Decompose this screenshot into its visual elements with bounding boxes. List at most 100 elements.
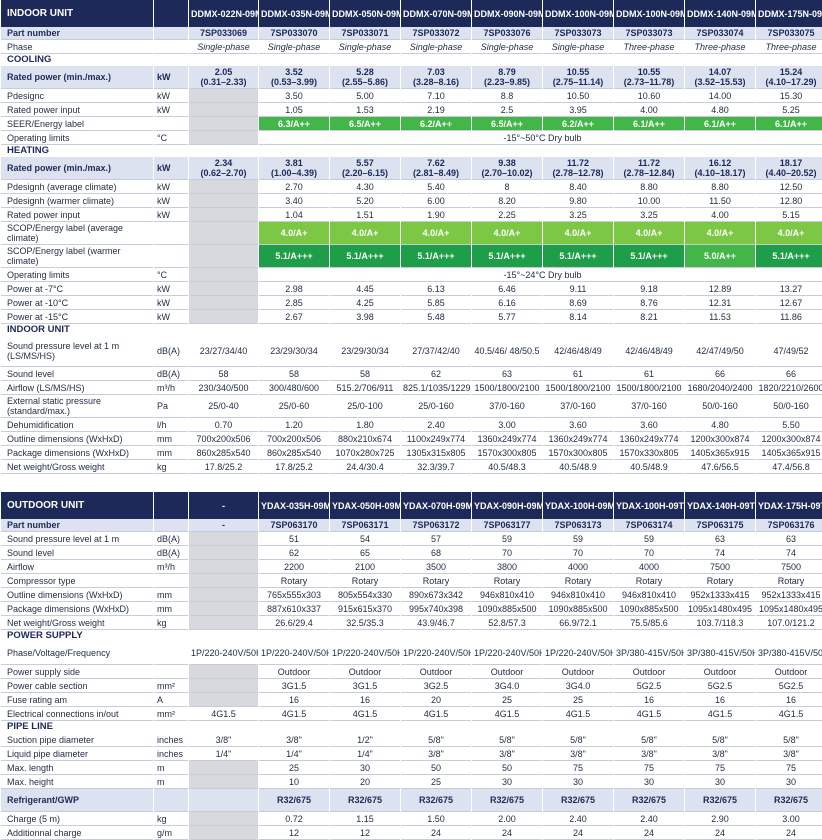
- value-cell: 4.0/A+: [330, 222, 400, 245]
- row-label: Rated power input: [1, 208, 153, 222]
- value-cell: [189, 789, 258, 812]
- table-row: Rated power input kW 1.05 1.53 2.19 2.5 3.95 4.…: [1, 103, 822, 117]
- rated-range: (2.20–6.15): [341, 168, 389, 178]
- value-cell: Rotary: [259, 574, 329, 588]
- value-cell: 63: [685, 532, 755, 546]
- table-row: SEER/Energy label 6.3/A++ 6.5/A++ 6.2/A++ 6.…: [1, 117, 822, 131]
- value-cell: 4G1.5: [543, 707, 613, 721]
- model-header: -: [189, 492, 258, 519]
- rated-value: 2.34 (0.62–2.70): [189, 157, 258, 180]
- row-unit: [154, 665, 188, 679]
- value-cell: 14.00: [685, 89, 755, 103]
- value-cell: 5/8": [401, 733, 471, 747]
- row-label: Pdesignh (average climate): [1, 180, 153, 194]
- model-header: DDMX-050N-09M25: [330, 0, 400, 27]
- value-cell: 1.04: [259, 208, 329, 222]
- row-label: Power supply side: [1, 665, 153, 679]
- value-cell: 1.50: [401, 812, 471, 826]
- value-cell: 24: [685, 826, 755, 840]
- rated-range: (0.53–3.99): [270, 77, 318, 87]
- row-label: Operating limits: [1, 268, 153, 282]
- phase-value: Single-phase: [472, 40, 542, 54]
- value-cell: 1P/220-240V/50Hz: [330, 642, 400, 665]
- value-cell: 880x210x674: [330, 432, 400, 446]
- part-number: 7SP063174: [614, 519, 684, 532]
- value-cell: [189, 194, 258, 208]
- table-row: Power supply side Outdoor Outdoor Outdoor Ou…: [1, 665, 822, 679]
- rated-value: 16.12 (4.10–18.17): [685, 157, 755, 180]
- row-unit: m: [154, 775, 188, 789]
- row-label: Airflow: [1, 560, 153, 574]
- rated-range: (4.40–20.52): [765, 168, 817, 178]
- value-cell: 2.25: [472, 208, 542, 222]
- value-cell: 3800: [472, 560, 542, 574]
- value-cell: 0.70: [189, 418, 258, 432]
- row-unit: mm: [154, 588, 188, 602]
- rated-label: Rated power (min./max.): [1, 157, 153, 180]
- value-cell: [189, 532, 258, 546]
- table-row: INDOOR UNIT: [1, 324, 822, 336]
- value-cell: 13.27: [756, 282, 822, 296]
- table-row: External static pressure (standard/max.)…: [1, 395, 822, 418]
- row-unit: Pa: [154, 395, 188, 418]
- value-cell: 6.2/A++: [401, 117, 471, 131]
- value-cell: 515.2/706/911: [330, 381, 400, 395]
- table-row: Package dimensions (WxHxD) mm 887x610x337 9…: [1, 602, 822, 616]
- value-cell: [189, 208, 258, 222]
- value-cell: 75: [614, 761, 684, 775]
- row-unit: inches: [154, 733, 188, 747]
- rated-value: 5.57 (2.20–6.15): [330, 157, 400, 180]
- value-cell: 230/340/500: [189, 381, 258, 395]
- value-cell: Outdoor: [330, 665, 400, 679]
- row-unit: [154, 642, 188, 665]
- phase-value: Single-phase: [543, 40, 613, 54]
- value-cell: 5.50: [756, 418, 822, 432]
- table-row: INDOOR UNIT DDMX-022N-09M25DDMX-035N-09M2…: [1, 0, 822, 27]
- value-cell: 66: [685, 367, 755, 381]
- model-header: YDAX-090H-09M25: [472, 492, 542, 519]
- part-number: 7SP063170: [259, 519, 329, 532]
- rated-value: 7.03 (3.28–8.16): [401, 66, 471, 89]
- value-cell: 2.00: [472, 812, 542, 826]
- value-cell: 5.1/A+++: [756, 245, 822, 268]
- value-cell: 8.80: [614, 180, 684, 194]
- value-cell: 3500: [401, 560, 471, 574]
- value-cell: 16: [756, 693, 822, 707]
- part-number: 7SP033070: [259, 27, 329, 40]
- table-row: Pdesignh (warmer climate) kW 3.40 5.20 6.00 8…: [1, 194, 822, 208]
- empty-cell: [154, 54, 822, 66]
- value-cell: 5.00: [330, 89, 400, 103]
- value-cell: 915x615x370: [330, 602, 400, 616]
- row-unit: kg: [154, 616, 188, 630]
- table-row: Operating limits °C -15°~50°C Dry bulb: [1, 131, 822, 145]
- value-cell: 47/49/52: [756, 336, 822, 367]
- value-cell: R32/675: [472, 789, 542, 812]
- value-cell: 4.00: [685, 208, 755, 222]
- value-cell: 11.86: [756, 310, 822, 324]
- value-cell: 6.46: [472, 282, 542, 296]
- value-cell: 5/8": [472, 733, 542, 747]
- part-number: 7SP033075: [756, 27, 822, 40]
- value-cell: 6.1/A++: [685, 117, 755, 131]
- value-cell: 61: [543, 367, 613, 381]
- table-row: Operating limits °C -15°~24°C Dry bulb: [1, 268, 822, 282]
- row-label: Rated power input: [1, 103, 153, 117]
- empty-cell: [154, 519, 188, 532]
- value-cell: 1.51: [330, 208, 400, 222]
- value-cell: 1070x280x725: [330, 446, 400, 460]
- table-row: Phase/Voltage/Frequency1P/220-240V/50Hz1…: [1, 642, 822, 665]
- rated-value: 11.72 (2.78–12.78): [543, 157, 613, 180]
- value-cell: R32/675: [756, 789, 822, 812]
- value-cell: 42/46/48/49: [543, 336, 613, 367]
- value-cell: 23/29/30/34: [330, 336, 400, 367]
- rated-value: 10.55 (2.75–11.14): [543, 66, 613, 89]
- rated-value: 7.62 (2.81–8.49): [401, 157, 471, 180]
- rated-value: 14.07 (3.52–15.53): [685, 66, 755, 89]
- row-unit: A: [154, 693, 188, 707]
- value-cell: Rotary: [685, 574, 755, 588]
- row-unit: [154, 222, 188, 245]
- value-cell: [189, 245, 258, 268]
- value-cell: 1095x1480x495: [685, 602, 755, 616]
- value-cell: 25/0-60: [259, 395, 329, 418]
- value-cell: 25/0-100: [330, 395, 400, 418]
